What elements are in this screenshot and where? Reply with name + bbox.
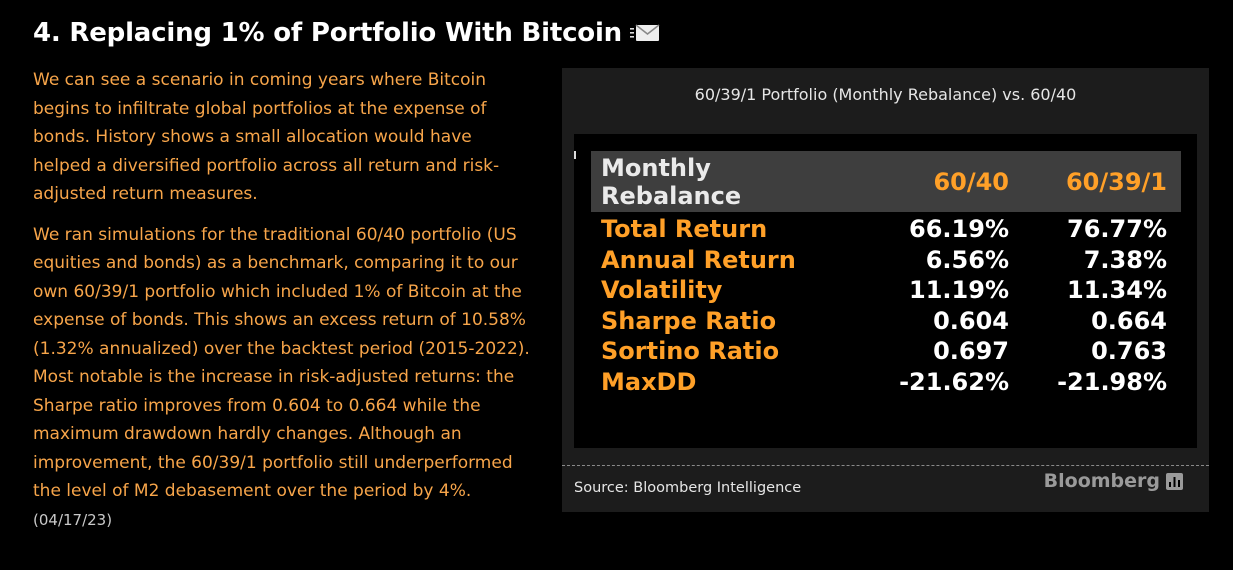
row-value-6040: -21.62% bbox=[899, 367, 1009, 396]
mail-icon[interactable] bbox=[629, 22, 660, 44]
row-value-60391: 7.38% bbox=[1083, 245, 1167, 274]
chart-panel: 60/39/1 Portfolio (Monthly Rebalance) vs… bbox=[562, 68, 1209, 512]
header-label: Monthly Rebalance bbox=[601, 153, 742, 210]
row-value-6040: 6.56% bbox=[925, 245, 1009, 274]
table-row: Volatility 11.19% 11.34% bbox=[591, 275, 1181, 306]
table-row: Sharpe Ratio 0.604 0.664 bbox=[591, 306, 1181, 337]
row-label: Annual Return bbox=[601, 245, 796, 274]
panel-title: 60/39/1 Portfolio (Monthly Rebalance) vs… bbox=[694, 85, 1077, 104]
comparison-table: Monthly Rebalance 60/40 60/39/1 Total Re… bbox=[591, 151, 1181, 397]
row-label: Total Return bbox=[601, 215, 768, 244]
article-paragraph: We can see a scenario in coming years wh… bbox=[33, 70, 500, 204]
table-row: MaxDD -21.62% -21.98% bbox=[591, 367, 1181, 398]
header-col-6040: 60/40 bbox=[933, 167, 1009, 196]
row-value-6040: 11.19% bbox=[909, 276, 1009, 305]
row-value-60391: 11.34% bbox=[1067, 276, 1167, 305]
row-value-60391: 0.763 bbox=[1091, 337, 1167, 366]
table-row: Annual Return 6.56% 7.38% bbox=[591, 245, 1181, 276]
tick-mark bbox=[574, 151, 576, 159]
row-value-60391: 0.664 bbox=[1091, 306, 1167, 335]
header-col-60391: 60/39/1 bbox=[1065, 167, 1167, 196]
section-title: 4. Replacing 1% of Portfolio With Bitcoi… bbox=[33, 18, 660, 48]
table-row: Total Return 66.19% 76.77% bbox=[591, 214, 1181, 245]
row-label: Sortino Ratio bbox=[601, 337, 780, 366]
row-label: Sharpe Ratio bbox=[601, 306, 777, 335]
row-value-6040: 66.19% bbox=[909, 215, 1009, 244]
row-value-6040: 0.604 bbox=[933, 306, 1009, 335]
row-value-60391: -21.98% bbox=[1057, 367, 1167, 396]
bloomberg-watermark: Bloomberg bbox=[1044, 470, 1183, 492]
panel-divider bbox=[562, 465, 1209, 466]
row-label: MaxDD bbox=[601, 367, 697, 396]
row-value-6040: 0.697 bbox=[933, 337, 1009, 366]
table-image: Monthly Rebalance 60/40 60/39/1 Total Re… bbox=[574, 134, 1197, 492]
article-date: (04/17/23) bbox=[33, 510, 113, 529]
table-row: Sortino Ratio 0.697 0.763 bbox=[591, 336, 1181, 367]
article-paragraph: We ran simulations for the traditional 6… bbox=[33, 221, 533, 535]
bloomberg-wordmark: Bloomberg bbox=[1043, 470, 1160, 492]
row-label: Volatility bbox=[601, 276, 723, 305]
article-body: We can see a scenario in coming years wh… bbox=[33, 66, 533, 534]
article-paragraph-text: We ran simulations for the traditional 6… bbox=[33, 224, 530, 502]
bloomberg-logo-icon bbox=[1166, 472, 1183, 490]
row-value-60391: 76.77% bbox=[1067, 215, 1167, 244]
table-header: Monthly Rebalance 60/40 60/39/1 bbox=[591, 151, 1181, 212]
section-title-text: 4. Replacing 1% of Portfolio With Bitcoi… bbox=[33, 18, 622, 48]
source-note: Source: Bloomberg Intelligence bbox=[574, 480, 802, 496]
